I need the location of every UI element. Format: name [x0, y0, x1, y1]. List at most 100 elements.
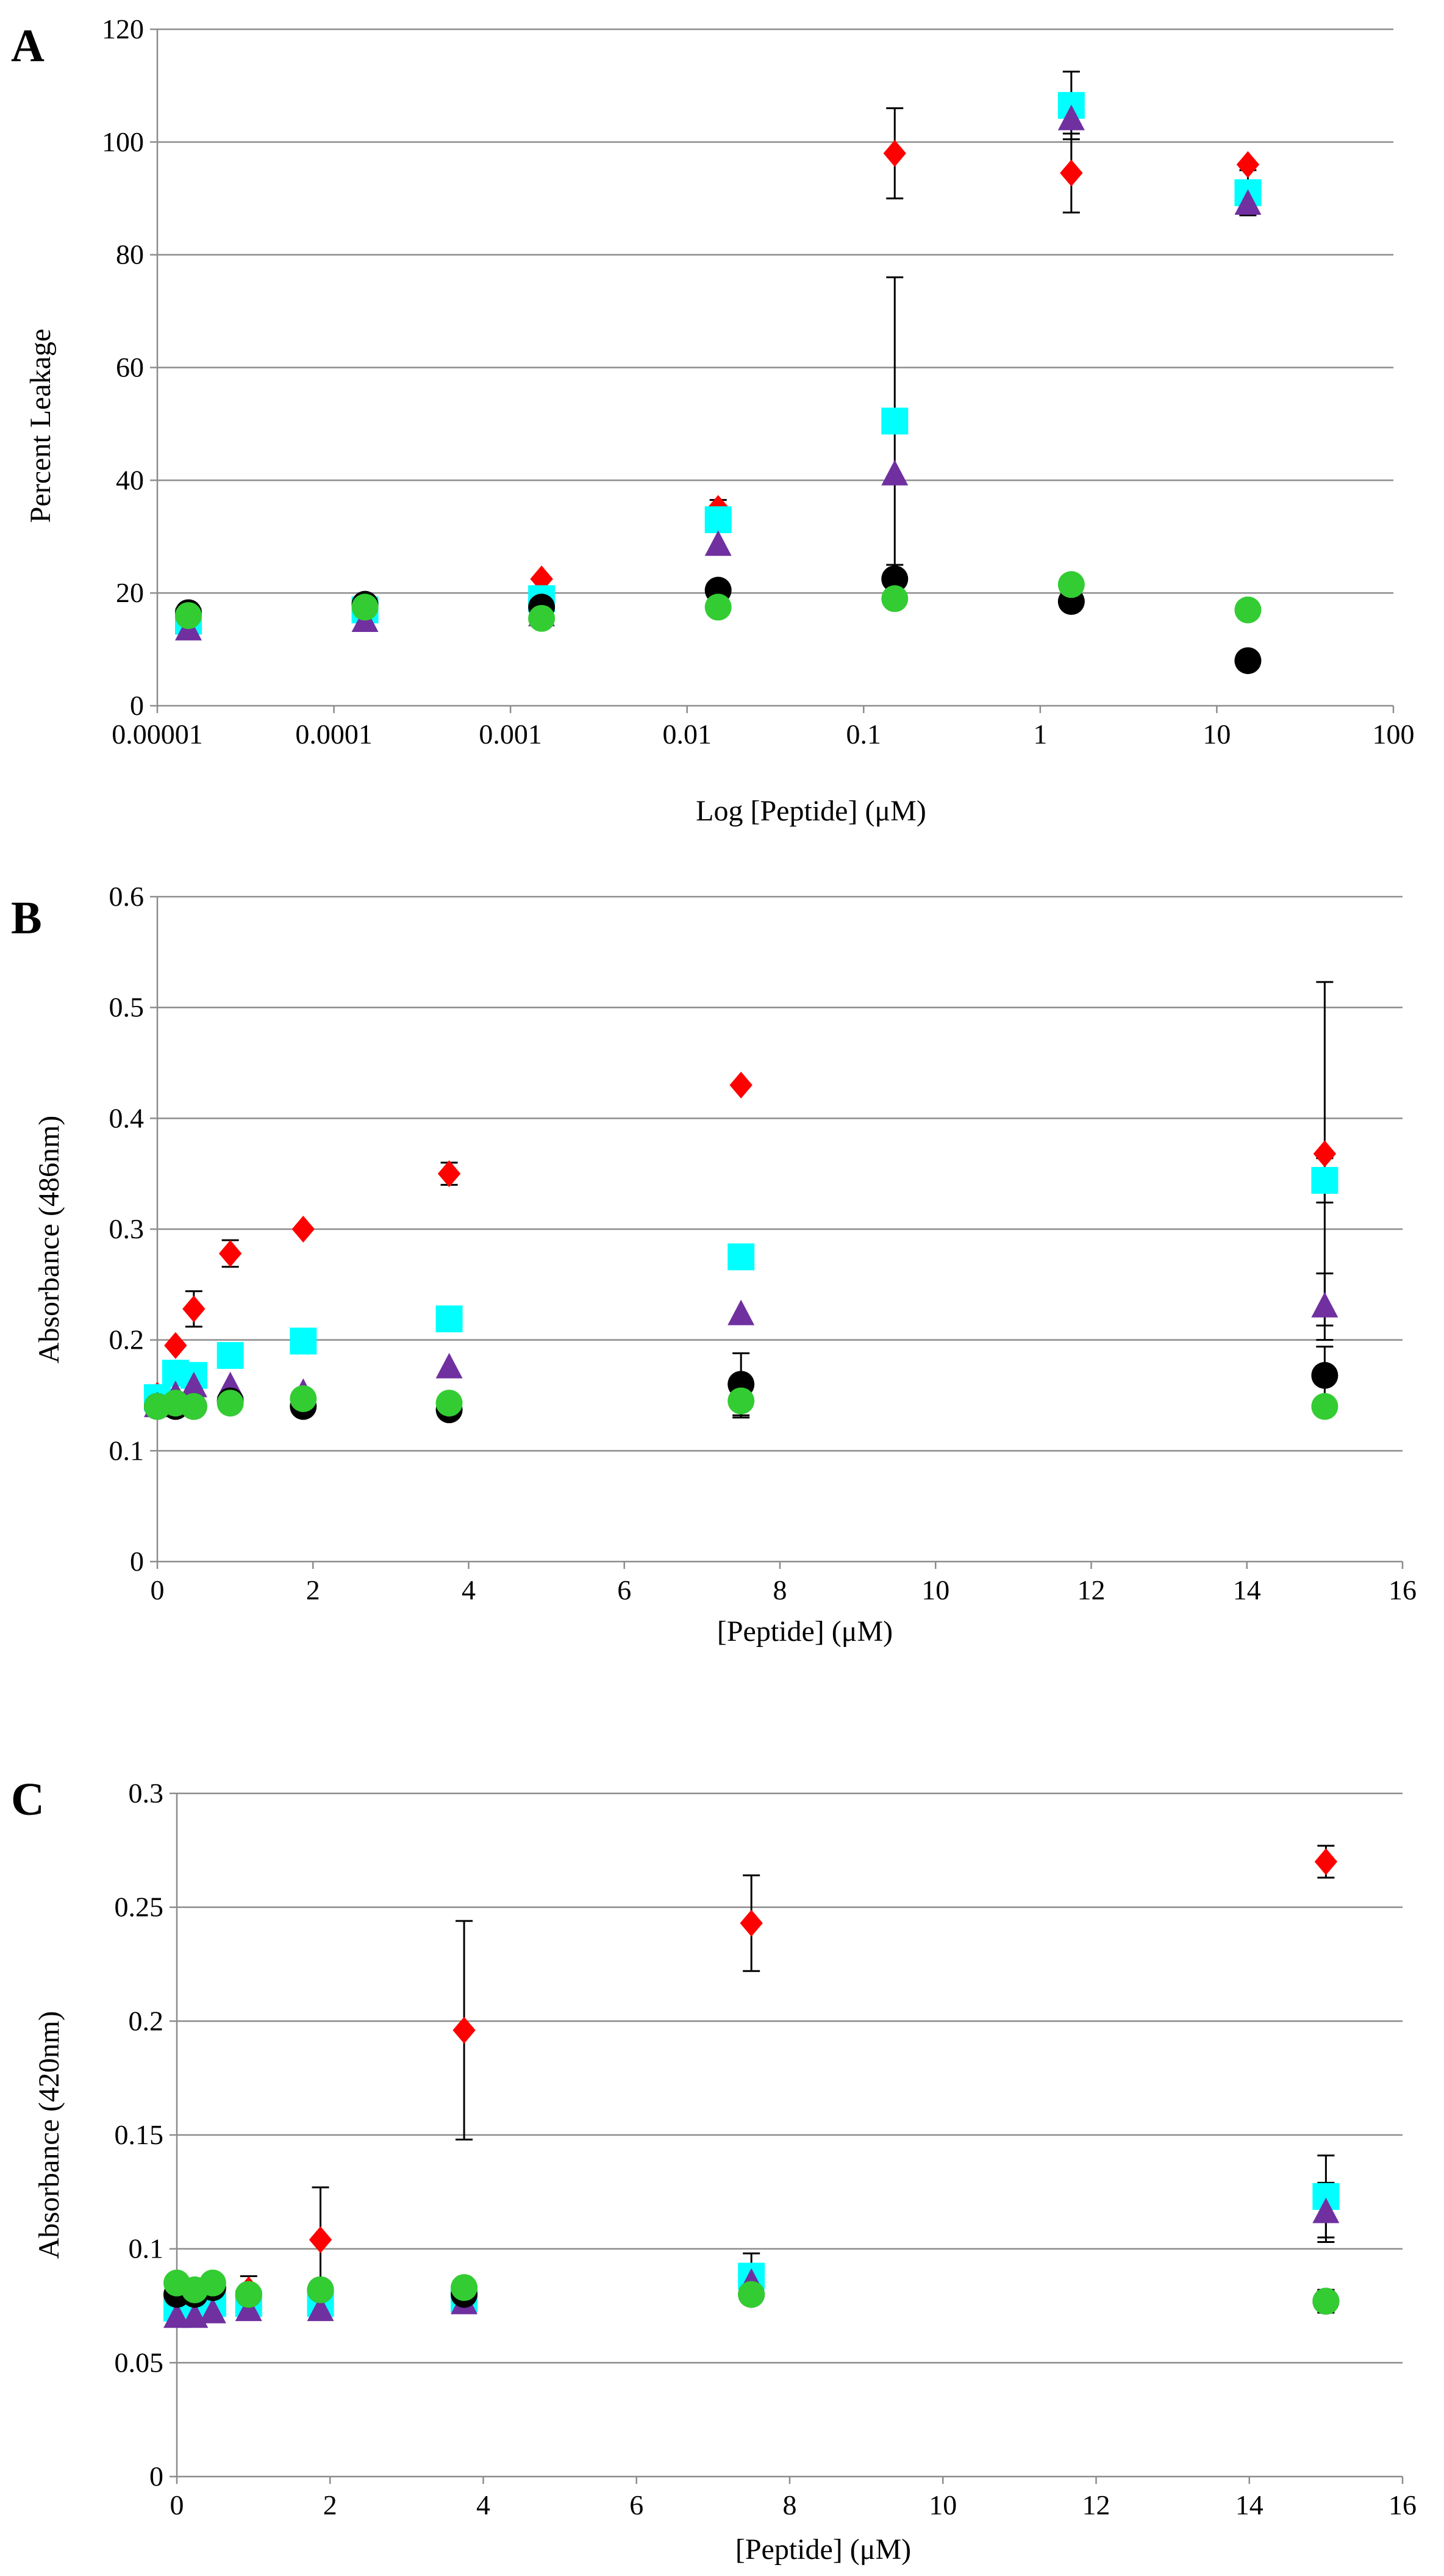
- x-tick-label: 1: [1033, 719, 1047, 750]
- triangle-marker: [727, 1299, 755, 1326]
- diamond-marker: [291, 1216, 315, 1243]
- x-tick-label: 0.1: [846, 719, 882, 750]
- circle-marker: [727, 1387, 755, 1415]
- x-tick-label: 10: [921, 1574, 949, 1606]
- circle-marker: [199, 2269, 226, 2297]
- circle-marker: [881, 565, 909, 593]
- panel-c: C [Peptide] (μM) Absorbance (420nm) 0 0.0…: [11, 1774, 1417, 2566]
- panel-b: B [Peptide] (μM) Absorbance (486nm) 0 0.1…: [11, 881, 1417, 1648]
- diamond-marker: [883, 140, 906, 167]
- x-tick-label: 0.0001: [295, 719, 373, 750]
- data-points: [163, 1848, 1340, 2328]
- x-tick-label: 10: [1203, 719, 1231, 750]
- x-tick-label: 14: [1235, 2489, 1264, 2520]
- diamond-marker: [740, 1909, 763, 1937]
- triangle-marker: [199, 2298, 226, 2323]
- x-tick-label: 0.001: [479, 719, 542, 750]
- square-marker: [1311, 1167, 1339, 1194]
- tick-labels: 0 0.05 0.1 0.15 0.2 0.25 0.3 0 2 4 6 8 10 12 14 16: [115, 1778, 1417, 2520]
- circle-marker: [235, 2281, 262, 2308]
- y-axis-title: Absorbance (486nm): [33, 1116, 65, 1364]
- panel-letter: C: [11, 1774, 45, 1825]
- y-tick-label: 0: [130, 1546, 144, 1577]
- square-marker: [727, 1243, 755, 1271]
- diamond-marker: [1060, 159, 1083, 187]
- square-marker: [881, 407, 909, 435]
- triangle-marker: [1234, 189, 1262, 215]
- y-tick-label: 0.05: [115, 2347, 164, 2378]
- triangle-marker: [435, 1352, 463, 1379]
- diamond-marker: [1313, 1140, 1337, 1168]
- x-axis-title: Log [Peptide] (μM): [696, 795, 926, 827]
- x-tick-label: 8: [773, 1574, 787, 1606]
- gridlines: [170, 1792, 1404, 2484]
- diamond-marker: [1314, 1848, 1338, 1875]
- x-tick-label: 2: [306, 1574, 320, 1606]
- x-tick-label: 100: [1373, 719, 1415, 750]
- y-tick-label: 0.5: [109, 992, 145, 1023]
- circle-marker: [1311, 1393, 1339, 1420]
- x-tick-label: 16: [1389, 2489, 1417, 2520]
- circle-marker: [738, 2281, 765, 2308]
- x-axis-title: [Peptide] (μM): [735, 2533, 911, 2566]
- square-marker: [290, 1327, 317, 1355]
- triangle-marker: [163, 2302, 190, 2328]
- x-tick-label: 8: [783, 2489, 797, 2520]
- diamond-marker: [437, 1160, 461, 1188]
- panel-a: A Log [Peptide] (μM) Percent Leakage 0 20…: [11, 13, 1415, 827]
- y-tick-label: 0: [149, 2461, 163, 2492]
- diamond-marker: [530, 565, 553, 593]
- x-tick-label: 0.00001: [112, 719, 203, 750]
- circle-marker: [881, 585, 909, 612]
- y-tick-label: 120: [102, 13, 144, 45]
- circle-marker: [174, 602, 202, 630]
- circle-marker: [216, 1390, 244, 1417]
- triangle-marker: [881, 459, 909, 486]
- x-tick-label: 16: [1389, 1574, 1417, 1606]
- square-marker: [704, 506, 732, 534]
- gridlines: [150, 895, 1404, 1569]
- x-tick-label: 0: [151, 1574, 165, 1606]
- x-tick-label: 4: [476, 2489, 490, 2520]
- diamond-marker: [218, 1240, 242, 1267]
- x-axis-title: [Peptide] (μM): [717, 1615, 893, 1648]
- triangle-marker: [704, 530, 732, 556]
- circle-marker: [1311, 1362, 1339, 1389]
- x-tick-label: 2: [323, 2489, 337, 2520]
- y-tick-label: 80: [116, 239, 144, 270]
- y-tick-label: 0.1: [129, 2233, 164, 2264]
- tick-labels: 0 20 40 60 80 100 120 0.00001 0.0001 0.001 0.01 0.1…: [102, 13, 1415, 750]
- square-marker: [216, 1342, 244, 1369]
- y-axis-title: Percent Leakage: [24, 329, 57, 523]
- y-tick-label: 0.6: [109, 881, 145, 912]
- square-marker: [435, 1305, 463, 1333]
- data-points: [174, 91, 1262, 675]
- x-tick-label: 12: [1082, 2489, 1110, 2520]
- x-tick-label: 12: [1078, 1574, 1106, 1606]
- tick-labels: 0 0.1 0.2 0.3 0.4 0.5 0.6 0 2 4 6 8 10 12 14 16: [109, 881, 1417, 1606]
- diamond-marker: [729, 1071, 752, 1099]
- y-tick-label: 40: [116, 464, 144, 495]
- y-tick-label: 0.3: [109, 1213, 145, 1244]
- circle-marker: [351, 594, 379, 621]
- y-tick-label: 100: [102, 126, 144, 157]
- triangle-marker: [180, 1371, 207, 1397]
- x-tick-label: 14: [1233, 1574, 1261, 1606]
- circle-marker: [1234, 647, 1262, 675]
- panel-letter: A: [11, 20, 45, 71]
- triangle-marker: [1057, 104, 1085, 131]
- circle-marker: [435, 1390, 463, 1417]
- circle-marker: [1057, 571, 1085, 598]
- y-tick-label: 0.2: [109, 1324, 145, 1355]
- y-tick-label: 0.15: [115, 2119, 164, 2150]
- triangle-marker: [1312, 2197, 1340, 2223]
- y-tick-label: 0.4: [109, 1102, 145, 1133]
- circle-marker: [451, 2274, 478, 2302]
- y-tick-label: 0.25: [115, 1892, 164, 1923]
- x-tick-label: 0: [170, 2489, 184, 2520]
- x-tick-label: 0.01: [662, 719, 712, 750]
- triangle-marker: [307, 2295, 334, 2322]
- x-tick-label: 6: [617, 1574, 631, 1606]
- diamond-marker: [164, 1332, 187, 1359]
